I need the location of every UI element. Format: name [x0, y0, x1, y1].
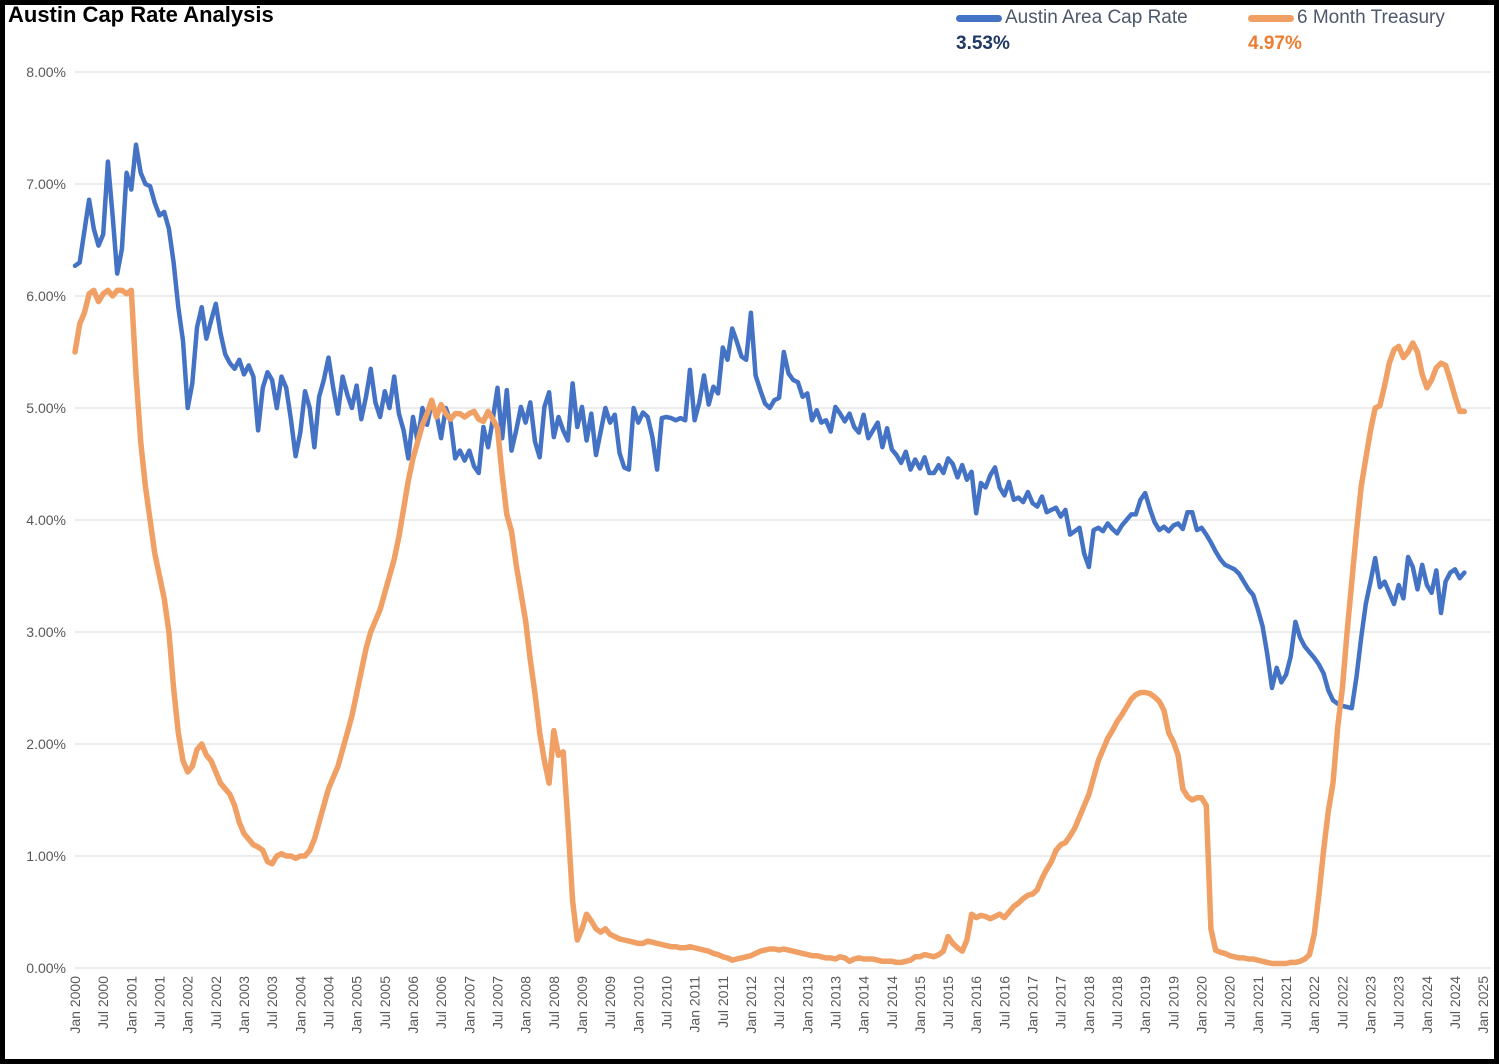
svg-text:1.00%: 1.00%	[26, 848, 66, 864]
svg-text:Jan 2017: Jan 2017	[1025, 976, 1041, 1034]
series-treasury-line	[72, 287, 1468, 967]
svg-text:Jan 2011: Jan 2011	[687, 976, 703, 1033]
svg-text:Jan 2013: Jan 2013	[799, 976, 815, 1034]
svg-text:Jan 2021: Jan 2021	[1250, 976, 1266, 1034]
svg-text:Jan 2014: Jan 2014	[856, 976, 872, 1034]
svg-text:Jan 2025: Jan 2025	[1475, 976, 1491, 1034]
svg-text:Jul 2009: Jul 2009	[602, 976, 618, 1029]
svg-text:Jul 2008: Jul 2008	[546, 976, 562, 1029]
svg-text:Jan 2022: Jan 2022	[1306, 976, 1322, 1034]
svg-text:Jul 2003: Jul 2003	[264, 976, 280, 1029]
svg-text:Jan 2019: Jan 2019	[1137, 976, 1153, 1034]
svg-text:Jan 2003: Jan 2003	[236, 976, 252, 1034]
svg-text:Jan 2000: Jan 2000	[67, 976, 83, 1034]
svg-text:Jan 2007: Jan 2007	[461, 976, 477, 1034]
svg-text:Jul 2011: Jul 2011	[715, 976, 731, 1028]
svg-text:0.00%: 0.00%	[26, 960, 66, 976]
svg-text:Jan 2005: Jan 2005	[349, 976, 365, 1034]
svg-text:Jul 2024: Jul 2024	[1447, 976, 1463, 1029]
gridlines	[75, 71, 1491, 969]
svg-text:5.00%: 5.00%	[26, 400, 66, 416]
svg-text:4.00%: 4.00%	[26, 512, 66, 528]
svg-text:Jan 2002: Jan 2002	[180, 976, 196, 1034]
svg-text:Jul 2020: Jul 2020	[1222, 976, 1238, 1029]
svg-text:Jan 2018: Jan 2018	[1081, 976, 1097, 1034]
svg-text:8.00%: 8.00%	[26, 64, 66, 80]
legend-label-cap-rate: Austin Area Cap Rate	[1005, 7, 1188, 28]
svg-text:3.00%: 3.00%	[26, 624, 66, 640]
svg-text:Jul 2010: Jul 2010	[658, 976, 674, 1029]
legend-label-treasury: 6 Month Treasury	[1297, 7, 1445, 28]
svg-text:7.00%: 7.00%	[26, 176, 66, 192]
svg-text:Jan 2016: Jan 2016	[968, 976, 984, 1034]
svg-text:Jul 2005: Jul 2005	[377, 976, 393, 1029]
svg-text:Jul 2018: Jul 2018	[1109, 976, 1125, 1029]
x-axis-labels: Jan 2000 Jul 2000 Jan 2001 Jul 2001 Jan 2002…	[67, 976, 1491, 1034]
svg-text:Jan 2015: Jan 2015	[912, 976, 928, 1034]
chart-title: Austin Cap Rate Analysis	[8, 2, 274, 27]
legend-line-swatch-cap-rate	[956, 14, 1002, 22]
svg-text:2.00%: 2.00%	[26, 736, 66, 752]
svg-text:6.00%: 6.00%	[26, 288, 66, 304]
svg-text:Jan 2024: Jan 2024	[1419, 976, 1435, 1034]
svg-text:Jan 2001: Jan 2001	[123, 976, 139, 1034]
y-axis-labels: 8.00% 7.00% 6.00% 5.00% 4.00% 3.00% 2.00% 1.00%…	[26, 64, 66, 976]
svg-text:Jan 2023: Jan 2023	[1363, 976, 1379, 1034]
svg-text:Jul 2019: Jul 2019	[1165, 976, 1181, 1029]
svg-text:Jul 2023: Jul 2023	[1391, 976, 1407, 1029]
svg-text:Jul 2014: Jul 2014	[884, 976, 900, 1029]
legend-entry-cap-rate: Austin Area Cap Rate 3.53%	[956, 7, 1188, 55]
svg-text:Jul 2013: Jul 2013	[827, 976, 843, 1029]
svg-text:Jul 2016: Jul 2016	[996, 976, 1012, 1029]
svg-text:Jul 2000: Jul 2000	[95, 976, 111, 1029]
svg-text:Jul 2001: Jul 2001	[151, 976, 167, 1029]
svg-text:Jul 2017: Jul 2017	[1053, 976, 1069, 1029]
legend-current-value-treasury: 4.97%	[1248, 33, 1302, 54]
legend-line-swatch-treasury	[1248, 14, 1294, 22]
svg-text:Jul 2006: Jul 2006	[433, 976, 449, 1029]
svg-text:Jan 2004: Jan 2004	[292, 976, 308, 1034]
svg-text:Jul 2002: Jul 2002	[208, 976, 224, 1029]
svg-text:Jul 2015: Jul 2015	[940, 976, 956, 1029]
legend-current-value-cap-rate: 3.53%	[956, 33, 1010, 54]
svg-text:Jul 2021: Jul 2021	[1278, 976, 1294, 1029]
svg-text:Jan 2008: Jan 2008	[518, 976, 534, 1034]
svg-text:Jan 2012: Jan 2012	[743, 976, 759, 1034]
svg-text:Jan 2010: Jan 2010	[630, 976, 646, 1034]
svg-text:Jan 2009: Jan 2009	[574, 976, 590, 1034]
svg-text:Jul 2022: Jul 2022	[1334, 976, 1350, 1029]
svg-text:Jul 2004: Jul 2004	[320, 976, 336, 1029]
svg-text:Jan 2006: Jan 2006	[405, 976, 421, 1034]
svg-text:Jul 2007: Jul 2007	[489, 976, 505, 1029]
series-cap-rate-line	[72, 142, 1467, 711]
svg-text:Jan 2020: Jan 2020	[1194, 976, 1210, 1034]
legend-entry-treasury: 6 Month Treasury 4.97%	[1248, 7, 1445, 55]
svg-text:Jul 2012: Jul 2012	[771, 976, 787, 1029]
